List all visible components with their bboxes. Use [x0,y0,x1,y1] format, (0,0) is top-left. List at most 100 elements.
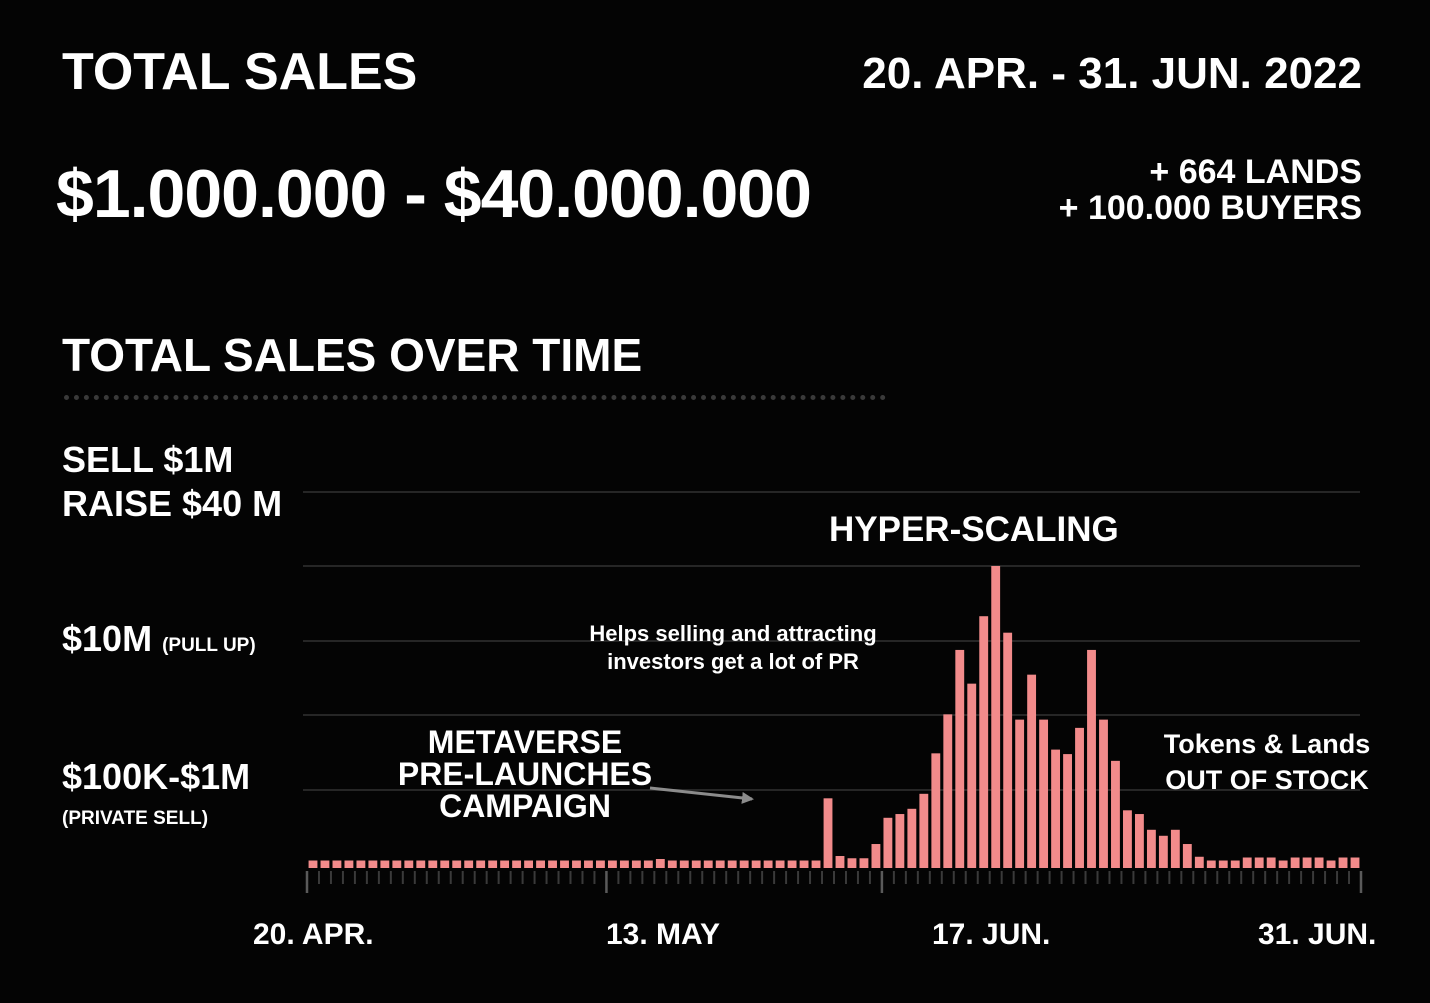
date-range: 20. APR. - 31. JUN. 2022 [862,49,1362,98]
bar [1338,857,1348,868]
bar [775,860,785,868]
bar [452,860,462,868]
bar [811,860,821,868]
x-label-may: 13. MAY [606,918,720,951]
bar [751,860,761,868]
bar [1027,674,1037,868]
bar [356,860,366,868]
y-label-mid: $10M (PULL UP) [62,618,256,660]
stats-block: + 664 LANDS + 100.000 BUYERS [1059,154,1362,226]
dotted-divider [64,395,886,400]
x-label-apr: 20. APR. [253,918,374,951]
bar [1123,810,1132,868]
bar [991,566,1001,868]
bar [584,860,593,868]
bar [919,793,929,868]
bar [955,649,965,868]
bars [308,566,1360,868]
bar [979,616,989,868]
bar [679,860,689,868]
bar [1111,760,1120,868]
bar [308,860,318,868]
bar [1326,860,1336,868]
bar [464,860,474,868]
bar [835,856,845,868]
bar [847,858,857,868]
bar [440,860,450,868]
bar [1242,857,1252,868]
bar [416,860,426,868]
y-label-mid-note: (PULL UP) [162,635,256,656]
bar [344,860,354,868]
bar [859,858,869,868]
bar [1182,844,1192,868]
bar [476,860,486,868]
bar [380,860,390,868]
bar [1302,857,1312,868]
campaign-arrow [649,786,754,804]
annotation-stock-line2: OUT OF STOCK [1165,765,1369,796]
bar [332,860,342,868]
annotation-campaign-line2: PRE-LAUNCHES [397,756,653,792]
y-label-low-note: (PRIVATE SELL) [62,808,209,829]
bar [488,860,498,868]
bar [1350,857,1360,868]
bar [667,860,677,868]
bar [428,860,438,868]
bar [727,860,737,868]
bar [739,860,749,868]
bar [512,860,522,868]
bar [943,714,953,868]
bar [392,860,402,868]
bar [1075,727,1084,868]
annotation-campaign: METAVERSE PRE-LAUNCHES CAMPAIGN [380,726,670,822]
bar [967,683,977,868]
bar [1206,860,1216,868]
bar [1015,719,1025,868]
bar [368,860,378,868]
annotation-out-of-stock: Tokens & Lands OUT OF STOCK [1152,726,1382,799]
x-label-jun31: 31. JUN. [1258,918,1377,951]
y-label-low: $100K-$1M (PRIVATE SELL) [62,756,250,830]
main-title: TOTAL SALES [62,43,418,101]
bar [787,860,797,868]
bar [1003,632,1013,868]
bar [1290,857,1300,868]
bar [1170,829,1180,868]
annotation-campaign-line1: METAVERSE [427,724,623,760]
buyers-count: + 100.000 BUYERS [1058,189,1362,228]
total-sales-range: $1.000.000 - $40.000.000 [56,156,812,232]
bar [548,860,557,868]
bar [1051,749,1061,868]
bar [500,860,510,868]
bar [763,860,773,868]
bar [631,860,641,868]
bar [1146,829,1156,868]
bar [823,798,833,868]
annotation-stock-line1: Tokens & Lands [1163,729,1371,759]
bar [883,817,893,868]
bar [1266,857,1276,868]
chart-title: TOTAL SALES OVER TIME [62,329,643,381]
annotation-pr-line1: Helps selling and attracting [589,621,877,646]
bar [799,860,809,868]
bar [596,860,605,868]
bar [1087,649,1096,868]
bar [536,860,545,868]
bar [404,860,414,868]
bar [691,860,701,868]
y-label-top-line2: RAISE $40 M [62,482,283,524]
y-label-top-line1: SELL $1M [62,439,234,480]
bar [1278,860,1288,868]
y-label-low-value: $100K-$1M [62,756,251,797]
bar [1039,719,1049,868]
bar [320,860,330,868]
bar [1314,857,1324,868]
y-label-top: SELL $1M RAISE $40 M [62,438,282,526]
bar [560,860,569,868]
bar [1134,814,1144,868]
bar [1158,835,1168,868]
bar [1099,719,1108,868]
x-label-jun17: 17. JUN. [932,918,1051,951]
